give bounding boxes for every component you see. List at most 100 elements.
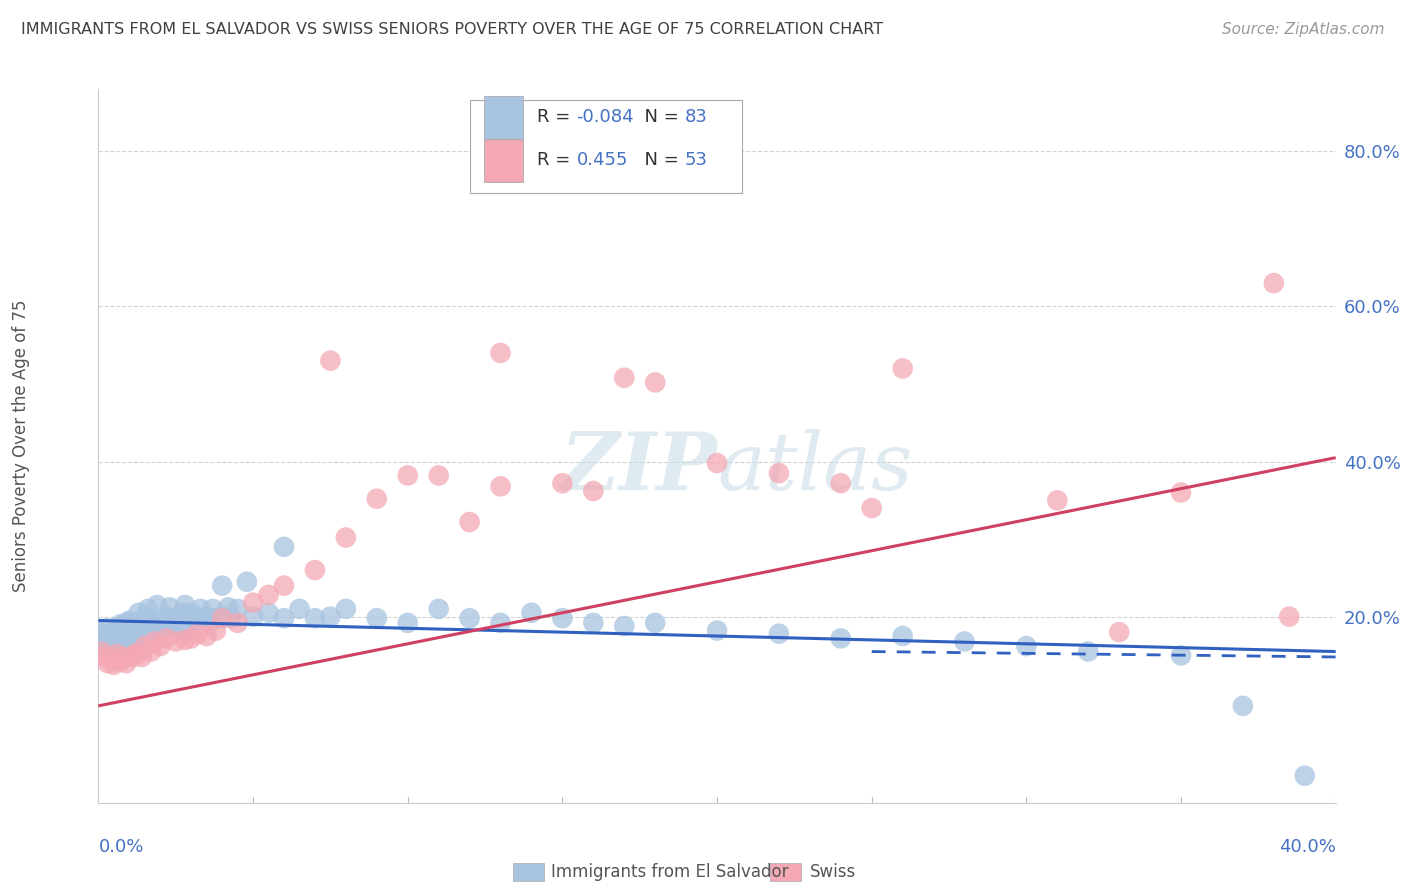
Point — [273, 579, 295, 593]
Point — [180, 632, 202, 646]
Point — [105, 647, 128, 661]
Point — [1294, 769, 1316, 783]
Point — [149, 639, 172, 653]
Point — [128, 647, 150, 661]
Text: Swiss: Swiss — [810, 863, 856, 881]
Text: R =: R = — [537, 151, 582, 169]
Text: atlas: atlas — [717, 429, 912, 506]
Text: 53: 53 — [685, 151, 707, 169]
Point — [162, 617, 184, 632]
Text: 40.0%: 40.0% — [1279, 838, 1336, 855]
Point — [97, 629, 120, 643]
Point — [100, 629, 122, 643]
Point — [165, 611, 187, 625]
Point — [165, 634, 187, 648]
Point — [100, 650, 122, 665]
Point — [953, 634, 976, 648]
Point — [105, 621, 128, 635]
Point — [112, 650, 135, 665]
Point — [103, 657, 125, 672]
Point — [1170, 648, 1192, 663]
Point — [118, 614, 141, 628]
Point — [242, 609, 264, 624]
Point — [136, 602, 159, 616]
Point — [706, 456, 728, 470]
Point — [195, 609, 218, 624]
Point — [146, 598, 169, 612]
Point — [1015, 639, 1038, 653]
Point — [582, 615, 605, 630]
Text: 83: 83 — [685, 109, 707, 127]
Text: ZIP: ZIP — [560, 429, 717, 506]
Point — [768, 466, 790, 480]
Point — [335, 531, 357, 545]
Point — [551, 611, 574, 625]
Point — [1046, 493, 1069, 508]
Point — [90, 644, 112, 658]
Point — [115, 615, 138, 630]
Point — [112, 634, 135, 648]
Point — [198, 615, 221, 630]
Point — [891, 361, 914, 376]
Point — [366, 491, 388, 506]
Point — [489, 615, 512, 630]
Point — [226, 602, 249, 616]
Point — [644, 615, 666, 630]
Point — [97, 621, 120, 635]
Point — [236, 574, 259, 589]
Point — [211, 579, 233, 593]
Point — [100, 640, 122, 655]
Point — [170, 606, 193, 620]
Point — [108, 629, 131, 643]
Point — [108, 617, 131, 632]
Point — [190, 602, 212, 616]
Point — [134, 609, 156, 624]
Point — [860, 501, 883, 516]
Point — [152, 615, 174, 630]
Point — [195, 629, 218, 643]
Point — [1170, 485, 1192, 500]
Point — [396, 615, 419, 630]
Text: Seniors Poverty Over the Age of 75: Seniors Poverty Over the Age of 75 — [13, 300, 30, 592]
Point — [551, 476, 574, 491]
Point — [131, 615, 153, 630]
Text: N =: N = — [633, 151, 685, 169]
Point — [112, 625, 135, 640]
Point — [143, 634, 166, 648]
Point — [121, 650, 143, 665]
Point — [205, 624, 228, 638]
Point — [226, 615, 249, 630]
Point — [768, 626, 790, 640]
Point — [177, 624, 200, 638]
Point — [1263, 276, 1285, 290]
Point — [458, 611, 481, 625]
Point — [128, 606, 150, 620]
Point — [139, 644, 162, 658]
Point — [167, 621, 190, 635]
Point — [613, 619, 636, 633]
Point — [288, 602, 311, 616]
Point — [489, 479, 512, 493]
Point — [180, 606, 202, 620]
Point — [1077, 644, 1099, 658]
Point — [458, 515, 481, 529]
Point — [108, 655, 131, 669]
Point — [1108, 625, 1130, 640]
Point — [366, 611, 388, 625]
Point — [830, 476, 852, 491]
Point — [335, 602, 357, 616]
Point — [427, 468, 450, 483]
Point — [582, 483, 605, 498]
Point — [891, 629, 914, 643]
Point — [105, 632, 128, 646]
Point — [93, 650, 115, 665]
Point — [257, 606, 280, 620]
Point — [155, 632, 177, 646]
Point — [174, 632, 197, 647]
Point — [131, 650, 153, 665]
Point — [201, 602, 224, 616]
Text: Source: ZipAtlas.com: Source: ZipAtlas.com — [1222, 22, 1385, 37]
Point — [183, 615, 205, 630]
Point — [118, 650, 141, 665]
Point — [273, 540, 295, 554]
